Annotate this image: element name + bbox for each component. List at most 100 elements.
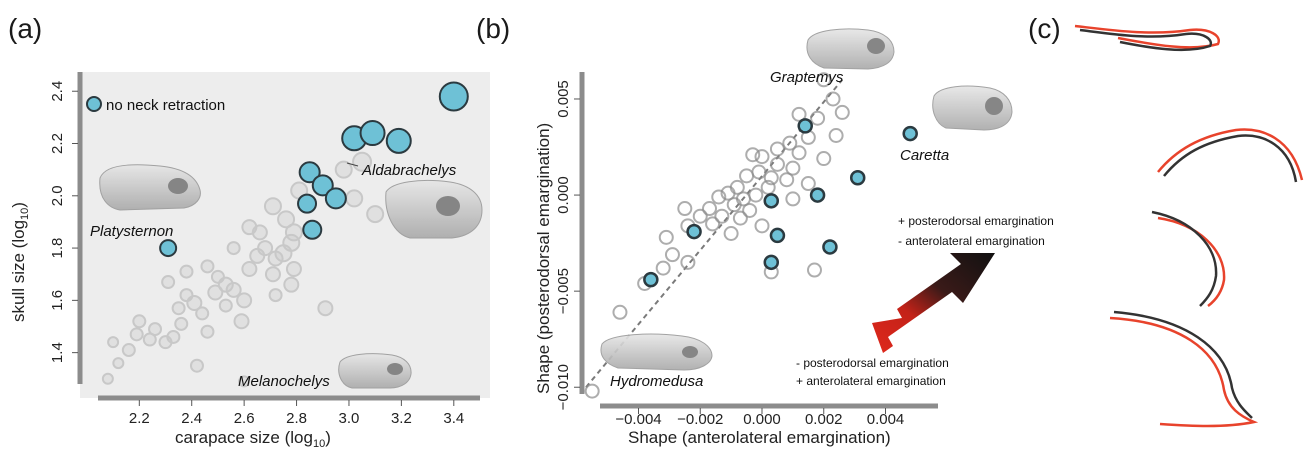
panel-b-x-tick-label: −0.002 bbox=[677, 411, 723, 428]
panel-a-point bbox=[225, 281, 242, 298]
panel-b-x-tick-label: −0.004 bbox=[615, 411, 661, 428]
panel-a-point-no-neck-retraction bbox=[298, 161, 321, 184]
panel-b-point bbox=[791, 145, 807, 161]
panel-b-point bbox=[825, 91, 841, 107]
panel-b-ticks: −0.004 −0.002 0.000 0.002 0.004 −0.010 −0.005 0… bbox=[555, 80, 904, 428]
panel-b-point bbox=[791, 106, 807, 122]
panel-b-point bbox=[785, 160, 801, 176]
panel-a-point-no-neck-retraction bbox=[438, 81, 469, 112]
panel-b-point bbox=[751, 164, 767, 180]
label-melanochelys: Melanochelys bbox=[238, 373, 330, 390]
panel-b-point-no-neck-retraction bbox=[902, 125, 918, 142]
panel-b-point bbox=[816, 151, 832, 167]
panel-a-y-tick-label: 1.4 bbox=[49, 342, 66, 363]
panel-b-point bbox=[726, 197, 742, 213]
panel-b-point bbox=[680, 254, 696, 270]
annotation-down-line2: + anterolateral emargination bbox=[796, 374, 946, 388]
panel-b-point-no-neck-retraction bbox=[769, 227, 786, 244]
panel-b-point bbox=[810, 110, 826, 126]
panel-a-point bbox=[161, 275, 176, 290]
panel-a-y-tick-label: 2.0 bbox=[49, 185, 66, 206]
panel-a-point bbox=[207, 284, 224, 301]
panel-a-point bbox=[345, 189, 364, 208]
panel-b-x-tick-label: 0.004 bbox=[867, 411, 905, 428]
panel-a-point bbox=[179, 264, 194, 279]
panel-a-point bbox=[107, 336, 120, 349]
panel-b-point bbox=[677, 201, 693, 217]
panel-b-point-no-neck-retraction bbox=[686, 223, 702, 240]
panel-a-point bbox=[226, 241, 241, 256]
panel-a-point bbox=[285, 260, 302, 277]
panel-a-point bbox=[277, 210, 296, 229]
panel-b-y-tick-label: −0.010 bbox=[555, 364, 572, 410]
panel-a-x-tick-label: 2.2 bbox=[129, 410, 150, 427]
panel-b-point bbox=[769, 156, 785, 172]
panel-a-point bbox=[200, 324, 215, 339]
panel-a-x-tick-label: 3.2 bbox=[391, 410, 412, 427]
panel-b-point bbox=[785, 191, 801, 207]
panel-b-x-tick-label: 0.000 bbox=[743, 411, 781, 428]
panel-a-x-tick-label: 3.0 bbox=[339, 410, 360, 427]
panel-a-point-no-neck-retraction bbox=[311, 174, 334, 197]
annotation-up-line2: - anterolateral emargination bbox=[898, 234, 1045, 248]
panel-a-point bbox=[238, 375, 251, 388]
panel-a-points-highlight bbox=[159, 81, 469, 258]
graptemys-skull-image bbox=[806, 28, 895, 70]
panel-b-point bbox=[800, 176, 816, 192]
panel-b-point-no-neck-retraction bbox=[849, 170, 866, 186]
panel-b-point bbox=[692, 208, 708, 224]
panel-a-point bbox=[171, 301, 186, 316]
panel-b-point-no-neck-retraction bbox=[763, 254, 780, 271]
panel-b-point-no-neck-retraction bbox=[809, 187, 826, 203]
panel-b-point-no-neck-retraction bbox=[822, 239, 838, 255]
panel-a-y-tick-label: 2.2 bbox=[49, 133, 66, 154]
panel-a-point bbox=[268, 288, 283, 303]
panel-a-point bbox=[210, 269, 225, 284]
panel-b-point bbox=[748, 187, 764, 203]
panel-b-point-no-neck-retraction bbox=[763, 193, 780, 209]
panel-a-x-tick-label: 2.8 bbox=[286, 410, 307, 427]
panel-a-y-tick-label: 2.4 bbox=[49, 81, 66, 102]
panel-b-point-no-neck-retraction bbox=[797, 118, 813, 134]
panel-a-point bbox=[241, 260, 258, 277]
caretta-skull-image bbox=[932, 85, 1013, 131]
panel-a-point-no-neck-retraction bbox=[359, 120, 386, 147]
label-platysternon: Platysternon bbox=[90, 223, 173, 240]
outline-2 bbox=[1157, 128, 1304, 183]
panel-b-point bbox=[714, 208, 730, 224]
panel-b-y-tick-label: 0.000 bbox=[555, 176, 572, 214]
panel-a-point bbox=[129, 327, 144, 342]
panel-b-point bbox=[779, 172, 795, 188]
panel-a-y-tick-label: 1.6 bbox=[49, 290, 66, 311]
legend-marker-no-neck-retraction bbox=[86, 96, 102, 112]
outline-1 bbox=[1074, 24, 1220, 52]
panel-a-point bbox=[166, 329, 181, 344]
platysternon-skull-image bbox=[99, 164, 201, 211]
hydromedusa-skull-image bbox=[600, 333, 713, 371]
panel-a-point bbox=[263, 197, 282, 216]
panel-c: (c) bbox=[1028, 13, 1304, 428]
panel-c-label: (c) bbox=[1028, 13, 1061, 44]
panel-b-point bbox=[754, 218, 770, 234]
aldabrachelys-leader-line bbox=[346, 162, 359, 167]
panel-a-point bbox=[317, 300, 334, 317]
outline-4 bbox=[1109, 310, 1259, 428]
panel-b-point bbox=[806, 262, 822, 278]
panel-b-point bbox=[763, 170, 779, 186]
legend-label-no-neck-retraction: no neck retraction bbox=[106, 97, 225, 114]
panel-b-point bbox=[828, 127, 844, 143]
panel-b-point bbox=[655, 260, 671, 276]
panel-b-point bbox=[658, 229, 674, 245]
panel-a-point bbox=[236, 292, 253, 309]
panel-b-point bbox=[754, 149, 770, 165]
panel-a-y-tick-label: 1.8 bbox=[49, 238, 66, 259]
panel-a-y-axis-label: skull size (log10) bbox=[9, 202, 31, 322]
panel-b-point bbox=[705, 216, 721, 232]
panel-a-point bbox=[334, 160, 353, 179]
panel-a-point bbox=[282, 233, 301, 252]
panel-a-point bbox=[218, 298, 233, 313]
label-caretta: Caretta bbox=[900, 147, 949, 164]
panel-b-y-tick-label: −0.005 bbox=[555, 268, 572, 314]
panel-a-x-tick-label: 3.4 bbox=[443, 410, 464, 427]
